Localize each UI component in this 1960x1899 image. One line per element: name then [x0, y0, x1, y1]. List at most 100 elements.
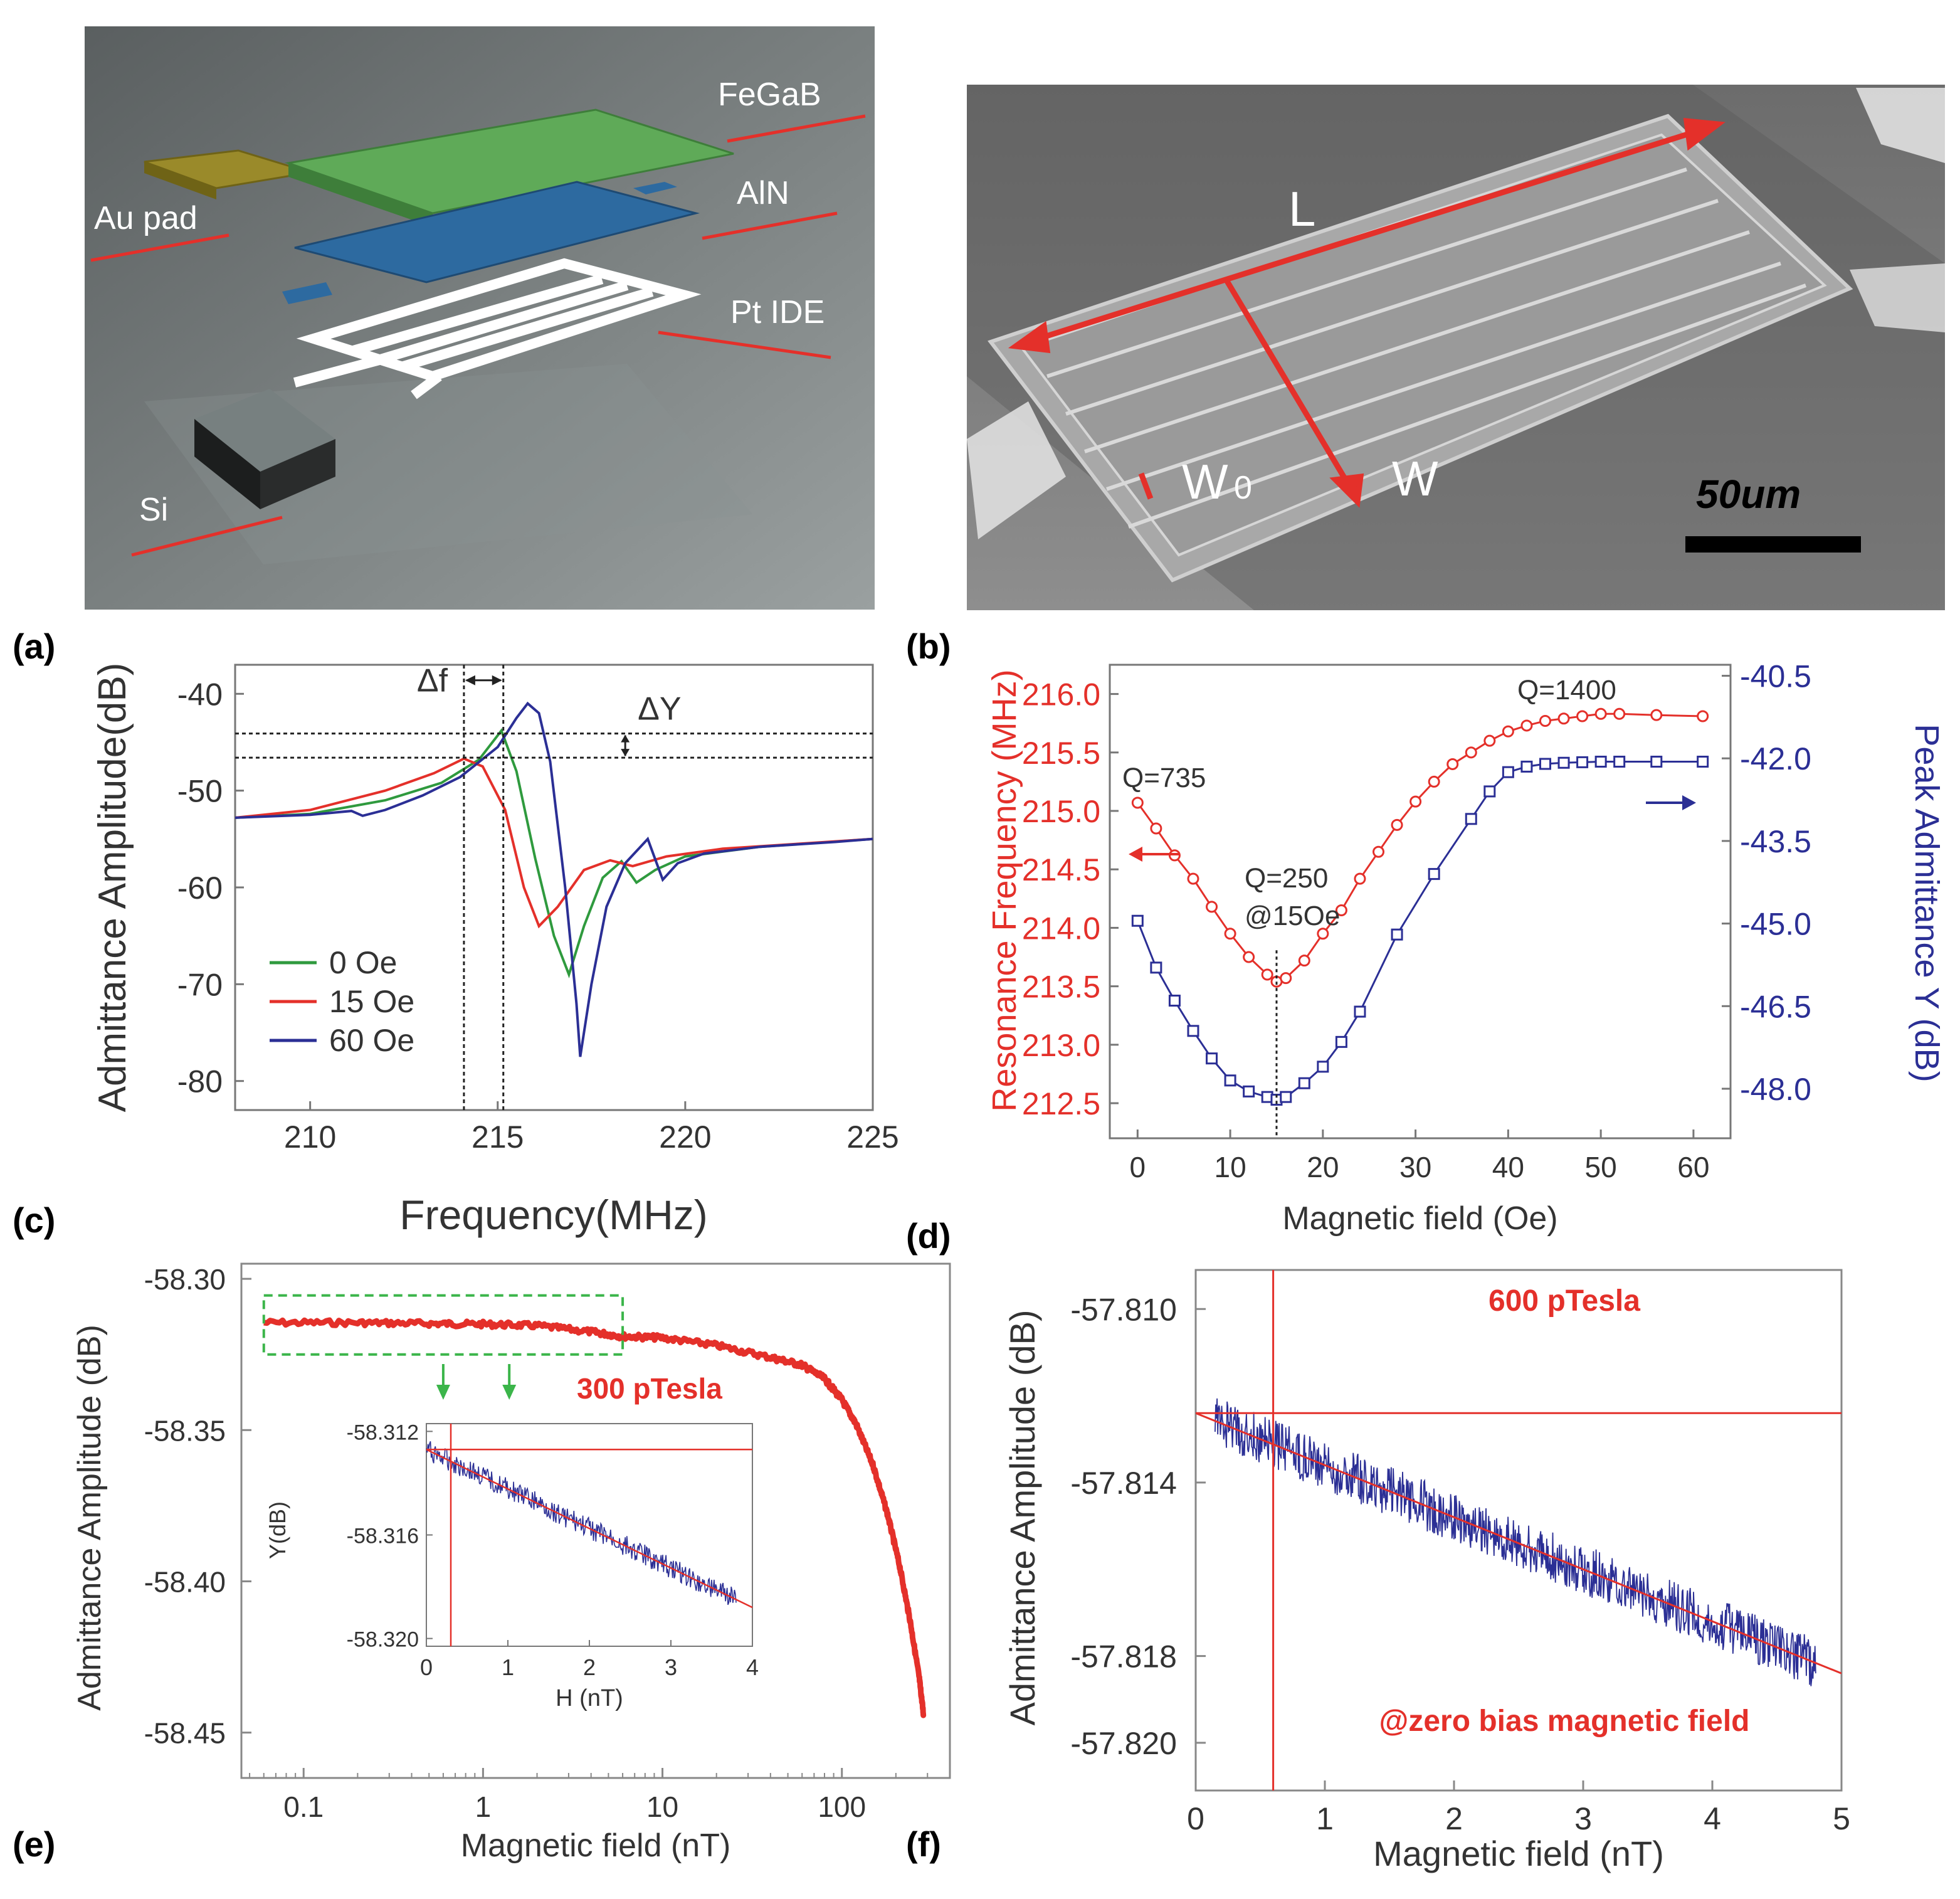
zoom-arrowhead: [502, 1385, 517, 1400]
y-tick-label: -50: [177, 774, 223, 809]
left-y-tick-label: 213.5: [1022, 970, 1100, 1005]
chart-f-frame: [1194, 1269, 1843, 1792]
panel-letter-b: (b): [906, 627, 951, 666]
chart-f-y-axis-label: Admittance Amplitude (dB): [1003, 1310, 1042, 1726]
y-tick-label: -57.818: [1070, 1639, 1177, 1674]
chart-c-x-axis-label: Frequency(MHz): [399, 1192, 707, 1238]
legend-label-0: 0 Oe: [329, 945, 397, 980]
dimension-arrows: [1008, 117, 1726, 508]
data-point-circle: [1576, 710, 1589, 722]
fit-line: [1196, 1412, 1841, 1674]
data-point-square: [1168, 995, 1181, 1007]
data-point-square: [1298, 1077, 1310, 1089]
label-length: L: [1288, 181, 1315, 236]
x-tick-label: 30: [1399, 1151, 1431, 1183]
delta-f-label: Δf: [417, 663, 448, 699]
data-point-circle: [1557, 712, 1570, 725]
data-point-square: [1650, 756, 1663, 768]
legend-label-1: 15 Oe: [329, 984, 414, 1019]
panel-letter-a: (a): [13, 627, 55, 666]
x-tick-label: 100: [818, 1791, 866, 1823]
data-point-square: [1391, 928, 1403, 941]
series-line-1: [1136, 761, 1703, 1101]
chart-e-y-axis-label: Admittance Amplitude (dB): [71, 1325, 108, 1711]
x-tick-label: 10: [646, 1791, 678, 1823]
chart-resonance-vs-field: 0 10 20 30 40 50 60 216.0 215.5 215.0 214.5 214.0 21…: [986, 659, 1946, 1237]
data-point-circle: [1354, 872, 1366, 885]
y-tick-label: -57.814: [1070, 1466, 1177, 1501]
x-tick-label: 1: [475, 1791, 492, 1823]
data-point-square: [1502, 766, 1514, 778]
x-tick-label: 0: [1187, 1801, 1204, 1836]
left-y-tick-label: 212.5: [1022, 1086, 1100, 1121]
label-aln: AlN: [737, 175, 789, 211]
data-point-circle: [1298, 955, 1310, 967]
label-finger-width-sub: 0: [1234, 470, 1252, 506]
pt-ide-layer: [293, 258, 702, 399]
delta-y-arrowhead: [621, 749, 630, 757]
series-line-0: [1137, 712, 1703, 983]
data-point-square: [1206, 1052, 1218, 1065]
data-point-circle: [1187, 872, 1199, 885]
left-y-tick-label: 215.5: [1022, 736, 1100, 771]
data-point-square: [1483, 785, 1496, 798]
data-point-circle: [1465, 746, 1477, 759]
data-point-circle: [1391, 818, 1403, 831]
x-tick-label: 50: [1585, 1151, 1617, 1183]
data-point-square: [1539, 758, 1551, 770]
q-min-label: Q=250: [1245, 863, 1328, 894]
data-point-circle: [1317, 928, 1329, 940]
y-tick-label: -58.30: [144, 1263, 226, 1296]
inset-x-tick-label: 1: [502, 1654, 514, 1680]
data-point-circle: [1613, 707, 1626, 720]
data-point-circle: [1243, 951, 1255, 963]
data-point-square: [1428, 868, 1440, 881]
data-point-circle: [1650, 709, 1663, 721]
zoom-box: [262, 1294, 624, 1356]
label-width: W: [1392, 451, 1438, 506]
delta-f-arrowhead: [492, 675, 502, 685]
layer-callout-lines: [90, 114, 866, 557]
series-line-0: [235, 727, 873, 978]
panel-letter-c: (c): [13, 1200, 55, 1240]
chart-d-x-axis-label: Magnetic field (Oe): [1282, 1200, 1557, 1237]
x-tick-label: 0.1: [283, 1791, 324, 1823]
x-tick-label: 215: [472, 1119, 524, 1155]
data-point-square: [1224, 1074, 1236, 1087]
y-tick-label: -60: [177, 870, 223, 906]
left-y-tick-label: 214.0: [1022, 911, 1100, 946]
inset-x-tick-label: 2: [583, 1654, 596, 1680]
right-y-tick-label: -48.0: [1740, 1072, 1811, 1107]
data-point-circle: [1280, 972, 1292, 985]
data-point-circle: [1502, 725, 1514, 738]
y-tick-label: -40: [177, 677, 223, 712]
delta-f-arrowhead: [465, 675, 475, 685]
data-point-circle: [1373, 845, 1385, 858]
left-y-tick-label: 216.0: [1022, 677, 1100, 712]
label-au-pad: Au pad: [94, 200, 198, 236]
chart-sensitivity-600pt: 0 1 2 3 4 5 -57.810 -57.814 -57.818 -57.820 Magne…: [1003, 1269, 1850, 1873]
right-y-tick-label: -46.5: [1740, 989, 1811, 1024]
inset-frame: [426, 1423, 753, 1647]
chart-d-right-axis-label: Peak Admittance Y (dB): [1908, 724, 1946, 1082]
x-tick-label: 220: [659, 1119, 711, 1155]
right-y-tick-label: -42.0: [1740, 741, 1811, 776]
chart-f-annotation-bottom: @zero bias magnetic field: [1379, 1705, 1750, 1738]
chart-f-x-axis-label: Magnetic field (nT): [1373, 1834, 1664, 1873]
chart-e-x-axis-label: Magnetic field (nT): [461, 1828, 731, 1864]
data-point-circle: [1261, 968, 1273, 981]
zoom-arrowhead: [436, 1385, 450, 1400]
inset-fit-line: [426, 1449, 753, 1609]
chart-admittance-vs-frequency: 210 215 220 225 -40 -50 -60 -70 -80 Δf ΔY Frequen…: [91, 663, 899, 1238]
data-point-square: [1465, 813, 1477, 825]
data-point-square: [1557, 756, 1570, 769]
data-point-square: [1613, 756, 1626, 768]
data-point-circle: [1697, 710, 1709, 722]
si-block: [194, 389, 335, 509]
data-point-circle: [1446, 758, 1459, 770]
data-point-circle: [1206, 901, 1218, 913]
data-point-circle: [1335, 904, 1347, 916]
x-tick-label: 10: [1214, 1151, 1246, 1183]
x-tick-label: 4: [1704, 1801, 1721, 1836]
